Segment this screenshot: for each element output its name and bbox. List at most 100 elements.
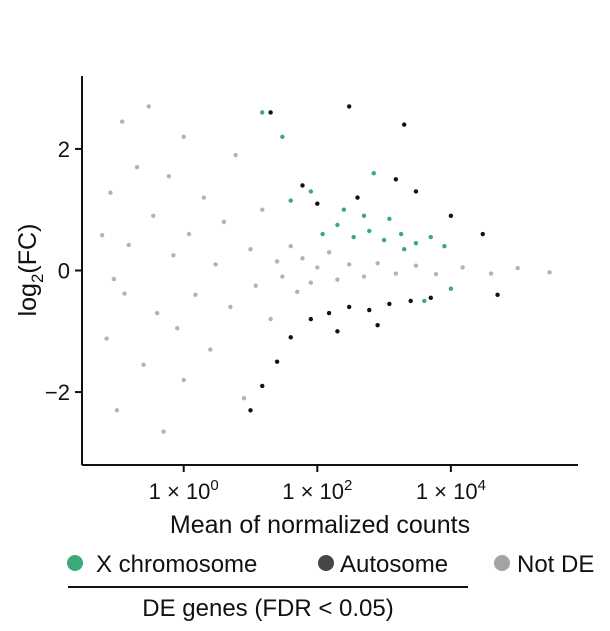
- y-axis-title: log2(FC): [14, 224, 47, 317]
- point-autosome-2: [346, 304, 352, 310]
- point-not-de-15: [171, 253, 176, 258]
- point-x-chromosome-16: [260, 110, 265, 115]
- y-tick-label-2: −2: [45, 380, 70, 405]
- point-not-de-32: [274, 259, 280, 264]
- point-not-de-24: [221, 219, 227, 225]
- point-not-de-1: [108, 190, 113, 195]
- point-not-de-7: [126, 242, 131, 248]
- point-not-de-18: [181, 377, 186, 383]
- point-not-de-26: [233, 152, 238, 158]
- point-autosome-20: [495, 292, 500, 298]
- point-not-de-3: [104, 336, 109, 341]
- point-x-chromosome-3: [367, 228, 372, 234]
- point-not-de-23: [213, 262, 218, 267]
- point-autosome-10: [248, 408, 253, 413]
- point-not-de-30: [260, 207, 265, 212]
- point-not-de-25: [228, 304, 233, 310]
- point-autosome-8: [274, 359, 280, 364]
- point-not-de-4: [114, 408, 120, 413]
- point-x-chromosome-13: [308, 189, 314, 194]
- point-not-de-49: [515, 265, 520, 271]
- point-x-chromosome-2: [351, 234, 356, 240]
- point-not-de-0: [99, 233, 105, 238]
- point-not-de-31: [268, 316, 273, 322]
- point-not-de-37: [308, 280, 314, 285]
- point-not-de-36: [300, 256, 305, 261]
- point-not-de-45: [413, 263, 419, 268]
- point-x-chromosome-4: [381, 237, 387, 243]
- x-axis-title: Mean of normalized counts: [170, 511, 470, 539]
- series-not-de: [99, 104, 552, 434]
- x-tick-label-1: 1 × 102: [282, 477, 352, 504]
- point-not-de-5: [120, 119, 125, 124]
- point-autosome-18: [448, 213, 454, 218]
- point-not-de-48: [488, 271, 494, 276]
- point-autosome-17: [413, 189, 419, 194]
- point-x-chromosome-18: [422, 298, 427, 304]
- point-not-de-47: [460, 265, 465, 270]
- point-x-chromosome-7: [428, 234, 433, 240]
- point-x-chromosome-14: [402, 247, 407, 252]
- series-x-chromosome: [260, 110, 454, 304]
- plot-area: [99, 104, 552, 434]
- point-not-de-28: [248, 247, 253, 252]
- legend-marker-autosome: [318, 555, 334, 571]
- point-x-chromosome-6: [413, 240, 419, 246]
- point-not-de-21: [201, 195, 207, 200]
- legend-label-not-de: Not DE: [517, 551, 594, 578]
- point-autosome-1: [326, 310, 332, 316]
- point-not-de-8: [134, 164, 140, 170]
- point-autosome-14: [315, 201, 320, 206]
- point-x-chromosome-12: [288, 198, 293, 203]
- point-x-chromosome-5: [398, 231, 404, 237]
- point-not-de-38: [315, 265, 320, 270]
- point-autosome-6: [428, 295, 433, 301]
- legend: X chromosome Autosome Not DE DE genes (F…: [67, 551, 594, 622]
- point-x-chromosome-10: [361, 213, 367, 218]
- point-not-de-46: [433, 271, 439, 277]
- point-autosome-13: [300, 183, 305, 188]
- point-not-de-22: [208, 347, 213, 352]
- point-not-de-34: [288, 243, 293, 249]
- point-not-de-16: [175, 326, 180, 331]
- legend-label-autosome: Autosome: [340, 551, 448, 578]
- point-not-de-2: [111, 276, 117, 282]
- point-not-de-42: [361, 274, 367, 279]
- point-not-de-35: [294, 289, 300, 294]
- point-autosome-12: [375, 323, 380, 328]
- point-not-de-44: [393, 271, 399, 276]
- point-autosome-16: [393, 177, 399, 182]
- point-autosome-21: [268, 110, 273, 115]
- point-not-de-33: [280, 274, 285, 279]
- point-not-de-29: [253, 283, 258, 288]
- point-x-chromosome-19: [448, 286, 454, 291]
- point-x-chromosome-9: [341, 207, 347, 212]
- point-not-de-9: [141, 362, 146, 367]
- point-not-de-50: [547, 270, 552, 275]
- point-not-de-39: [326, 250, 332, 255]
- point-not-de-12: [154, 310, 160, 316]
- point-autosome-0: [308, 316, 314, 322]
- point-not-de-11: [151, 213, 156, 218]
- point-autosome-4: [387, 301, 392, 307]
- point-x-chromosome-15: [280, 134, 285, 139]
- point-autosome-11: [335, 329, 340, 334]
- point-not-de-19: [186, 231, 192, 237]
- point-not-de-43: [375, 261, 380, 266]
- series-autosome: [248, 104, 500, 413]
- y-tick-label-1: 0: [58, 259, 70, 284]
- point-x-chromosome-1: [335, 222, 340, 228]
- point-not-de-10: [146, 104, 151, 109]
- point-autosome-3: [367, 307, 372, 313]
- point-not-de-13: [161, 429, 166, 434]
- y-tick-label-0: 2: [58, 137, 70, 162]
- point-not-de-20: [193, 292, 198, 298]
- legend-caption: DE genes (FDR < 0.05): [142, 595, 393, 622]
- point-not-de-40: [335, 277, 340, 282]
- x-tick-label-2: 1 × 104: [416, 477, 486, 504]
- legend-marker-not-de: [494, 555, 510, 571]
- point-autosome-22: [346, 104, 352, 109]
- point-autosome-23: [402, 122, 407, 127]
- point-x-chromosome-17: [371, 171, 376, 176]
